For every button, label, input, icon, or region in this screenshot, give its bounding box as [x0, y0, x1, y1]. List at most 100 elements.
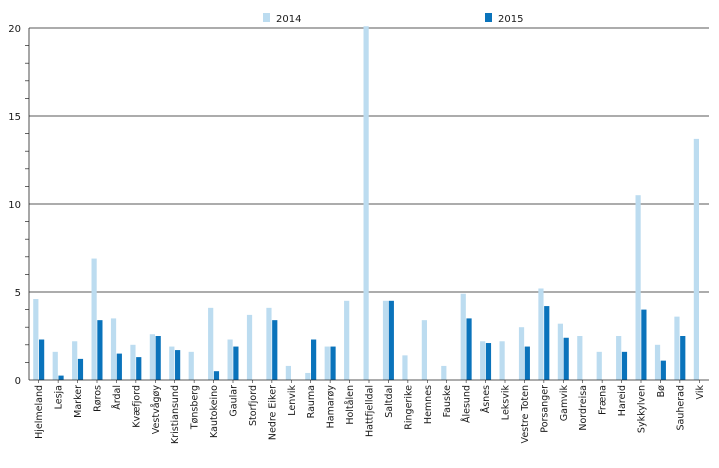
x-category-label: Ålesund [461, 385, 473, 423]
legend-swatch-2015 [485, 13, 492, 22]
bar-2014-23 [480, 341, 486, 380]
bar-2015-25 [524, 346, 530, 380]
bar-2015-14 [311, 339, 317, 380]
x-category-label: Storfjord [248, 385, 259, 426]
x-category-label: Marker [73, 385, 84, 418]
bar-2015-5 [136, 357, 142, 380]
y-tick-label: 5 [15, 288, 21, 299]
bar-2014-11 [246, 314, 253, 380]
x-category-label: Tønsberg [190, 385, 201, 430]
bar-2014-0 [33, 299, 39, 380]
x-category-label: Vik [695, 385, 706, 400]
legend-swatch-2014 [263, 13, 270, 22]
y-tick-label: 20 [8, 24, 21, 35]
x-category-label: Gaular [229, 385, 240, 417]
x-category-label: Hjelmeland [34, 385, 45, 439]
bar-2015-12 [272, 320, 278, 380]
bar-2014-7 [169, 346, 175, 380]
bar-2014-33 [674, 316, 680, 380]
bar-2014-3 [91, 258, 97, 380]
bar-2014-2 [72, 341, 78, 380]
x-category-label: Åsnes [480, 385, 492, 413]
bar-2014-20 [421, 320, 427, 380]
bar-2015-18 [388, 300, 394, 380]
x-category-label: Bø [656, 385, 667, 398]
bar-2014-25 [518, 327, 525, 380]
bar-2014-26 [538, 288, 544, 380]
bar-2014-14 [305, 372, 311, 380]
x-category-label: Kautokeino [209, 385, 220, 438]
grid-lines [29, 27, 709, 293]
bar-2014-5 [130, 344, 136, 380]
x-category-label: Årdal [111, 385, 123, 410]
bar-2014-22 [460, 293, 466, 380]
x-category-label: Vestre Toten [520, 385, 531, 443]
bar-2015-23 [485, 343, 492, 380]
x-category-label: Nedre Eiker [267, 385, 278, 440]
legend: 2014 2015 [263, 13, 523, 25]
y-tick-label: 0 [15, 376, 21, 387]
bar-2014-18 [382, 300, 389, 380]
bar-2015-10 [233, 346, 239, 380]
x-category-label: Kvæfjord [131, 385, 142, 428]
legend-label: 2014 [276, 14, 301, 25]
x-category-label: Sauherad [675, 385, 686, 431]
x-category-label: Porsanger [539, 385, 550, 433]
x-category-label: Kristiansund [170, 385, 181, 444]
x-category-label: Sykkylven [637, 385, 648, 433]
x-category-label: Fauske [442, 385, 453, 418]
bar-2014-10 [227, 339, 233, 380]
bar-2015-1 [58, 375, 64, 380]
bar-2015-4 [116, 353, 122, 380]
bar-2014-34 [693, 138, 699, 380]
bar-2015-33 [680, 336, 686, 380]
bar-2014-24 [499, 341, 505, 380]
x-category-label: Saltdal [384, 385, 395, 418]
bar-2014-32 [654, 344, 661, 380]
x-category-label: Røros [93, 385, 104, 412]
x-category-label: Lenvik [287, 385, 298, 416]
bar-2015-0 [39, 339, 45, 380]
legend-label: 2015 [498, 14, 523, 25]
bars [33, 26, 699, 381]
bar-2014-8 [188, 351, 194, 380]
y-tick-label: 15 [8, 112, 21, 123]
bar-2014-15 [324, 346, 330, 380]
bar-2014-31 [635, 195, 641, 380]
bar-2015-7 [175, 350, 181, 380]
bar-2014-17 [363, 26, 369, 381]
bar-2014-28 [577, 336, 583, 380]
bar-2014-30 [616, 336, 622, 380]
y-tick-label: 10 [8, 200, 21, 211]
bar-2015-9 [213, 371, 220, 380]
x-category-label: Gamvik [559, 385, 570, 422]
bar-2015-31 [641, 309, 647, 380]
bar-2015-32 [660, 360, 666, 380]
bar-2015-2 [77, 358, 84, 380]
bar-2015-27 [563, 337, 569, 380]
x-category-label: Nordreisa [578, 385, 589, 431]
bar-2014-21 [441, 365, 447, 380]
x-category-label: Ringerike [403, 385, 414, 430]
x-category-label: Holtålen [345, 385, 356, 425]
bar-2015-26 [544, 306, 550, 380]
bar-2015-15 [330, 346, 336, 380]
x-category-label: Leksvik [501, 385, 512, 421]
bar-2014-6 [149, 334, 155, 380]
bar-2015-22 [466, 318, 472, 380]
bar-2014-4 [110, 318, 117, 380]
bar-2014-9 [208, 307, 214, 380]
bar-2014-1 [52, 351, 58, 380]
bar-2014-12 [266, 307, 272, 380]
x-category-label: Lesja [54, 385, 65, 409]
bar-2014-16 [344, 300, 350, 380]
bar-2014-19 [402, 355, 408, 380]
x-category-label: Hamarøy [326, 385, 337, 429]
x-category-label: Fræna [598, 385, 609, 415]
x-category-label: Vestvågøy [151, 385, 162, 435]
x-category-label: Hattfjelldal [365, 385, 376, 437]
bar-2014-13 [285, 365, 291, 380]
bar-2015-6 [155, 336, 161, 380]
x-category-label: Hemnes [423, 385, 434, 424]
